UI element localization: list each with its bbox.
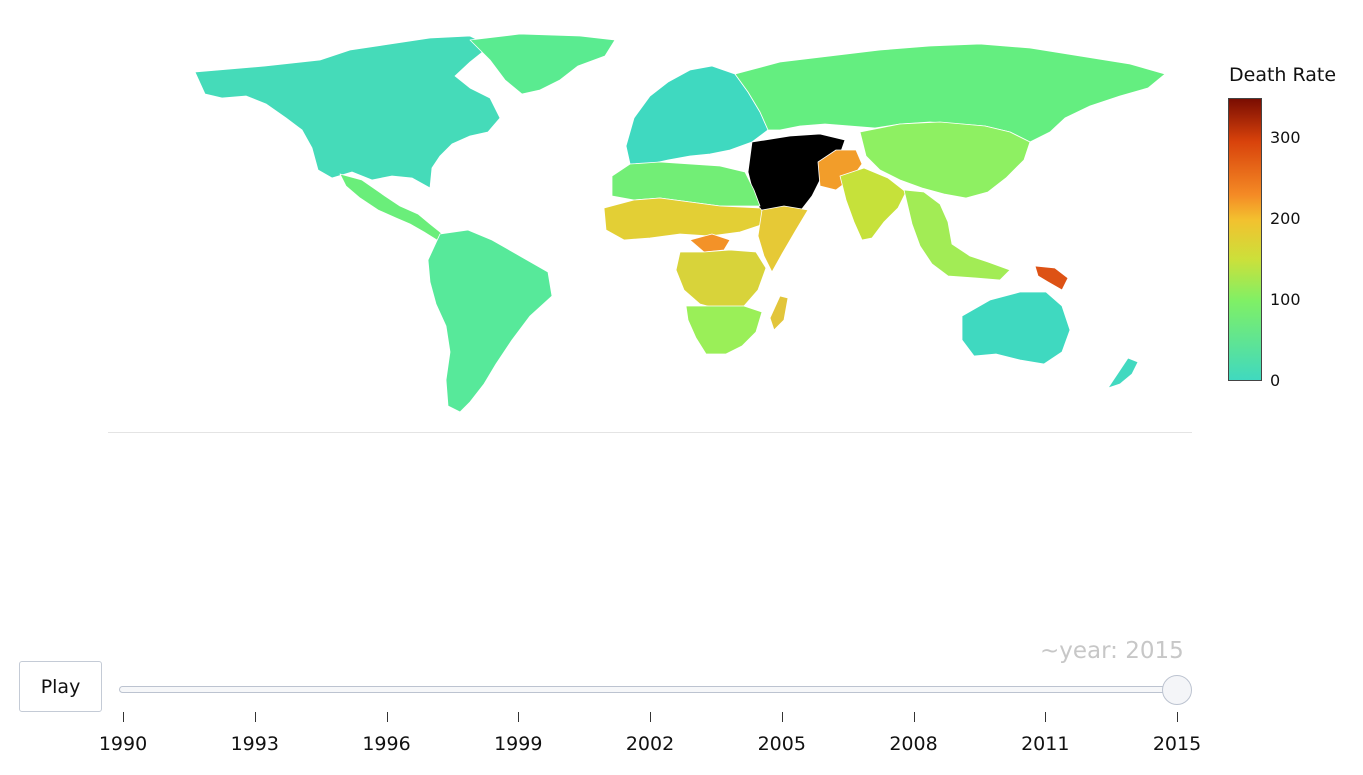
slider-tick-mark: [1045, 712, 1047, 722]
map-frame-baseline: [108, 432, 1192, 433]
colorbar-tick-200: 200: [1270, 209, 1301, 228]
year-slider-rail[interactable]: [119, 686, 1179, 693]
slider-tick-label[interactable]: 2011: [1021, 733, 1070, 755]
region-south-america[interactable]: [427, 229, 553, 413]
slider-tick-label[interactable]: 1990: [98, 733, 148, 755]
region-central-america[interactable]: [339, 173, 449, 243]
colorbar-title: Death Rate: [1229, 64, 1337, 86]
region-china[interactable]: [859, 121, 1031, 199]
year-slider-handle[interactable]: [1162, 675, 1192, 705]
region-southeast-asia[interactable]: [903, 189, 1011, 281]
play-button[interactable]: Play: [19, 661, 102, 712]
region-central-african-republic[interactable]: [689, 233, 731, 253]
slider-current-value: ~year: 2015: [1040, 638, 1184, 664]
slider-tick-mark: [254, 712, 256, 722]
colorbar-gradient: [1228, 98, 1262, 381]
slider-tick-label[interactable]: 1999: [494, 733, 543, 755]
colorbar-tick-100: 100: [1270, 290, 1301, 309]
slider-tick-mark: [386, 712, 388, 722]
slider-tick-label[interactable]: 2002: [625, 733, 675, 755]
region-north-africa[interactable]: [611, 161, 761, 207]
slider-tick-label[interactable]: 1993: [230, 733, 279, 755]
region-central-africa[interactable]: [675, 249, 767, 311]
region-papua-new-guinea[interactable]: [1034, 265, 1069, 291]
colorbar-tick-300: 300: [1270, 128, 1301, 147]
slider-tick-mark: [913, 712, 915, 722]
region-somalia[interactable]: [757, 205, 809, 273]
region-new-zealand[interactable]: [1107, 357, 1139, 389]
region-madagascar[interactable]: [769, 295, 789, 331]
region-sahel[interactable]: [603, 197, 771, 241]
region-north-america[interactable]: [194, 35, 501, 189]
slider-tick-mark: [1177, 712, 1178, 722]
region-greenland[interactable]: [469, 33, 616, 95]
slider-tick-label[interactable]: 2015: [1152, 733, 1202, 755]
slider-tick-label[interactable]: 2008: [889, 733, 938, 755]
region-southern-africa[interactable]: [685, 305, 763, 355]
region-australia[interactable]: [961, 291, 1071, 365]
slider-tick-mark: [650, 712, 651, 722]
slider-tick-mark: [518, 712, 520, 722]
world-choropleth-map[interactable]: [0, 0, 1363, 440]
slider-tick-label[interactable]: 2005: [757, 733, 806, 755]
slider-tick-label[interactable]: 1996: [362, 733, 411, 755]
colorbar-tick-0: 0: [1270, 371, 1281, 390]
region-russia[interactable]: [734, 43, 1166, 143]
region-india[interactable]: [839, 167, 907, 241]
slider-tick-mark: [123, 712, 124, 722]
slider-tick-mark: [781, 712, 783, 722]
